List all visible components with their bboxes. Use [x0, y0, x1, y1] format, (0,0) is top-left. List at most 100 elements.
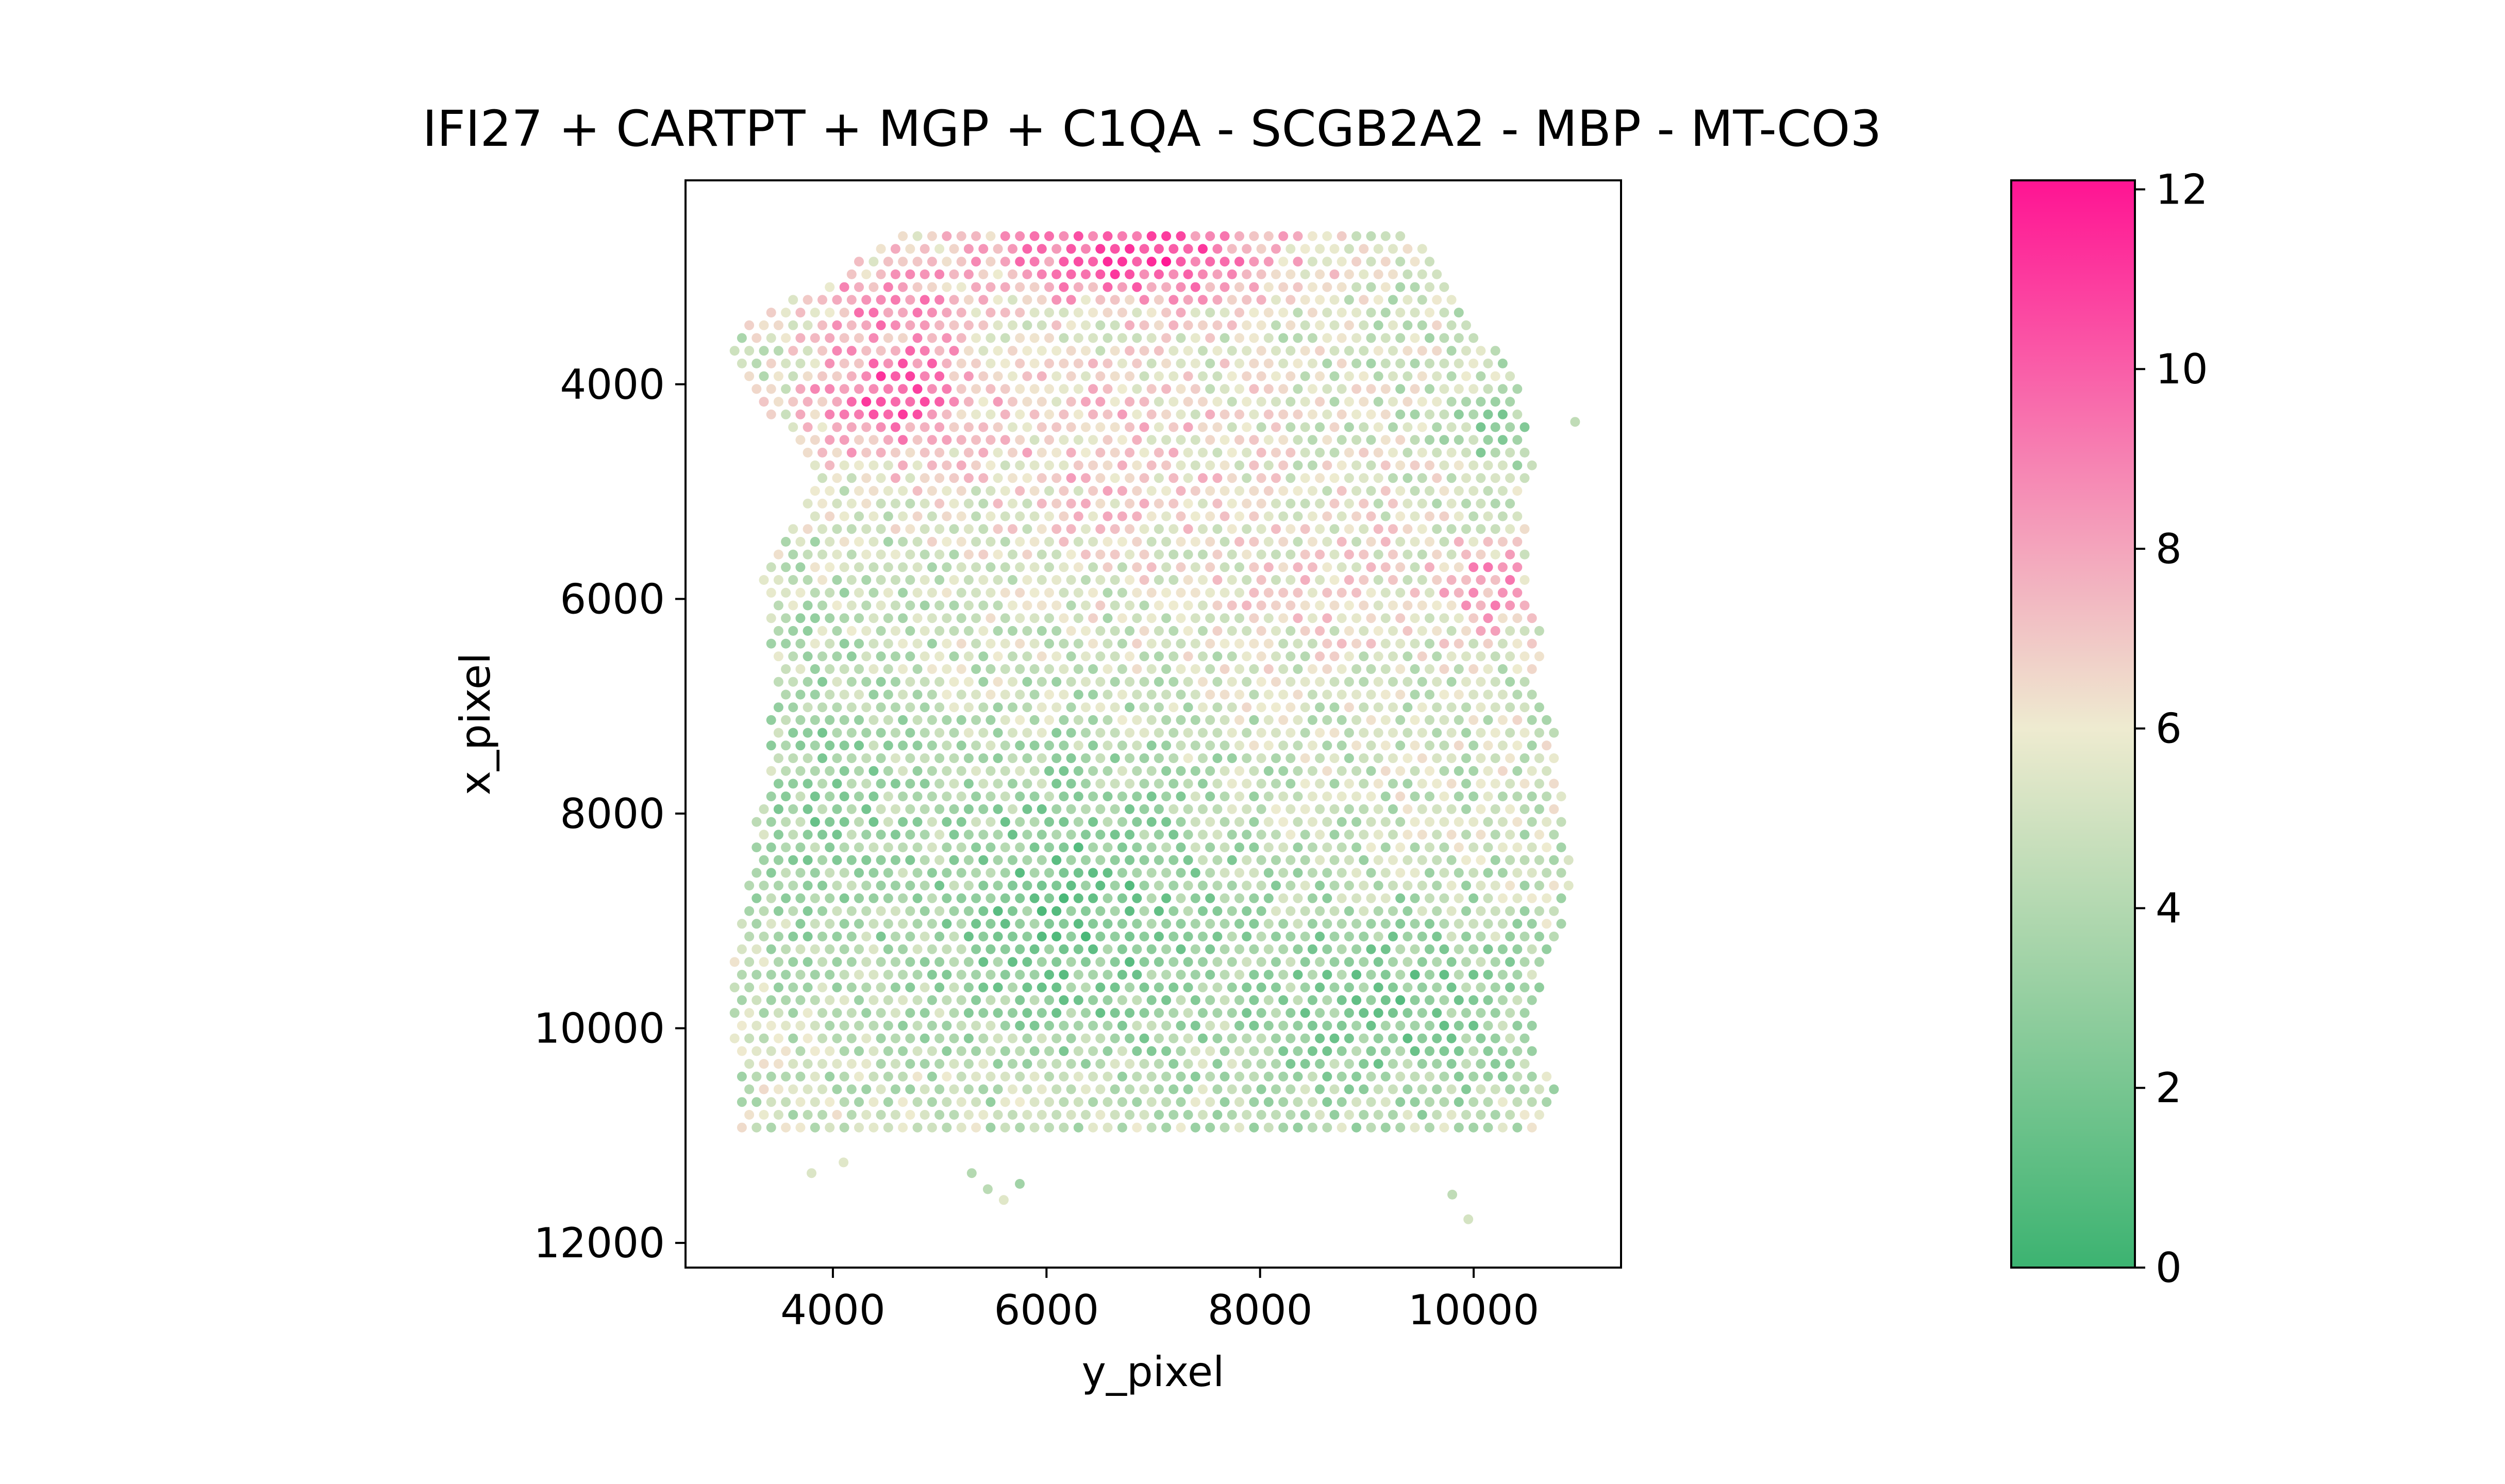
data-spot — [1307, 689, 1317, 700]
data-spot — [869, 308, 879, 318]
data-spot — [1359, 957, 1369, 967]
data-spot — [1183, 600, 1193, 611]
data-spot — [1337, 1097, 1347, 1107]
data-spot — [1110, 932, 1120, 941]
data-spot — [1300, 524, 1310, 534]
data-spot — [1022, 855, 1032, 865]
data-spot — [1051, 575, 1062, 585]
data-spot — [1110, 320, 1120, 330]
data-spot — [1176, 587, 1186, 598]
data-spot — [1220, 791, 1230, 802]
data-spot — [1051, 779, 1062, 789]
data-spot — [1227, 295, 1237, 305]
data-spot — [839, 486, 849, 496]
data-spot — [1285, 346, 1296, 356]
data-spot — [993, 881, 1003, 891]
data-spot — [846, 702, 857, 713]
data-spot — [832, 549, 842, 560]
data-spot — [1307, 995, 1317, 1005]
data-spot — [927, 715, 937, 725]
data-spot — [1380, 715, 1391, 725]
data-spot — [1088, 766, 1098, 776]
data-spot — [1161, 384, 1172, 394]
data-spot — [1315, 549, 1325, 560]
data-spot — [927, 613, 937, 623]
data-spot — [978, 906, 989, 916]
data-spot — [1029, 893, 1040, 903]
data-spot — [1417, 498, 1427, 509]
data-spot — [1125, 371, 1135, 381]
data-spot — [1015, 333, 1025, 343]
data-spot — [817, 753, 827, 763]
data-spot — [1088, 664, 1098, 674]
data-spot — [1212, 524, 1223, 534]
data-spot — [1103, 613, 1113, 623]
data-spot — [1139, 702, 1149, 713]
data-spot — [1549, 804, 1559, 814]
data-spot — [1271, 779, 1281, 789]
data-spot — [1380, 613, 1391, 623]
data-spot — [1125, 906, 1135, 916]
data-spot — [737, 1097, 747, 1107]
data-spot — [846, 881, 857, 891]
data-spot — [1461, 371, 1471, 381]
data-spot — [1103, 1097, 1113, 1107]
data-spot — [1497, 791, 1508, 802]
data-spot — [869, 435, 879, 445]
data-spot — [1351, 689, 1362, 700]
data-spot — [1373, 320, 1383, 330]
data-spot — [1029, 919, 1040, 929]
data-spot — [1008, 728, 1017, 738]
data-spot — [795, 536, 806, 547]
data-spot — [1344, 804, 1354, 814]
data-spot — [963, 906, 974, 916]
data-spot — [1402, 932, 1413, 941]
data-spot — [1307, 868, 1317, 878]
data-spot — [1263, 944, 1274, 954]
data-spot — [1293, 511, 1303, 521]
data-spot — [1132, 868, 1142, 878]
data-spot — [1366, 435, 1376, 445]
data-spot — [1366, 308, 1376, 318]
data-spot — [1388, 371, 1398, 381]
data-spot — [986, 511, 996, 521]
data-spot — [1285, 626, 1296, 636]
data-spot — [1146, 1097, 1157, 1107]
data-spot — [898, 308, 908, 318]
data-spot — [1359, 626, 1369, 636]
data-spot — [912, 384, 923, 394]
data-spot — [890, 447, 900, 458]
data-spot — [920, 371, 930, 381]
data-spot — [869, 995, 879, 1005]
data-spot — [1198, 269, 1208, 279]
data-spot — [912, 1046, 923, 1056]
data-spot — [949, 651, 959, 662]
data-spot — [1190, 511, 1200, 521]
data-spot — [1337, 613, 1347, 623]
data-spot — [1293, 1046, 1303, 1056]
data-spot — [1300, 397, 1310, 407]
data-spot — [1300, 320, 1310, 330]
data-spot — [1212, 498, 1223, 509]
data-spot — [1490, 549, 1500, 560]
data-spot — [1059, 536, 1069, 547]
data-spot — [1022, 1008, 1032, 1018]
data-spot — [1410, 868, 1420, 878]
data-spot — [956, 257, 966, 267]
data-spot — [1212, 1059, 1223, 1069]
data-spot — [803, 397, 813, 407]
data-spot — [1300, 244, 1310, 254]
data-spot — [1073, 435, 1083, 445]
data-spot — [839, 766, 849, 776]
data-spot — [927, 766, 937, 776]
data-spot — [986, 308, 996, 318]
data-spot — [876, 702, 886, 713]
data-spot — [751, 1046, 762, 1056]
data-spot — [1380, 435, 1391, 445]
data-spot — [1402, 1033, 1413, 1043]
data-spot — [1212, 906, 1223, 916]
data-spot — [898, 970, 908, 980]
data-spot — [876, 473, 886, 483]
data-spot — [1183, 1084, 1193, 1094]
data-spot — [1022, 524, 1032, 534]
